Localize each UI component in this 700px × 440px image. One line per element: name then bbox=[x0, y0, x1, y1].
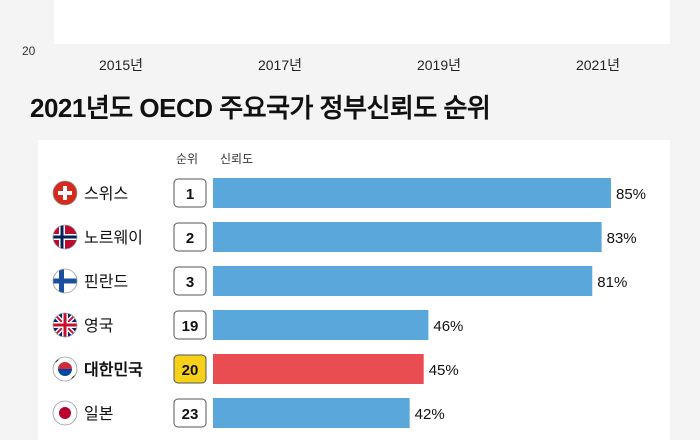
country-label: 스위스 bbox=[84, 185, 128, 203]
country-label: 노르웨이 bbox=[84, 229, 143, 247]
rank-box bbox=[173, 398, 207, 428]
bar bbox=[213, 266, 593, 296]
flag-outline bbox=[52, 356, 78, 382]
value-label: 42% bbox=[415, 406, 445, 423]
flag-icon bbox=[53, 313, 77, 337]
top-chart-x-tick-2019: 2019년 bbox=[416, 57, 462, 73]
rank-label: 20 bbox=[182, 362, 199, 379]
rank-box bbox=[173, 310, 207, 340]
bar bbox=[213, 222, 602, 252]
rank-box bbox=[173, 266, 207, 296]
rank-box bbox=[173, 222, 207, 252]
flag-outline bbox=[52, 268, 78, 294]
country-label: 일본 bbox=[84, 405, 113, 423]
flag-icon bbox=[53, 269, 77, 293]
top-chart-y-tick: 20 bbox=[22, 44, 36, 58]
rank-box bbox=[173, 178, 207, 208]
rank-label: 23 bbox=[182, 406, 199, 423]
value-label: 81% bbox=[597, 274, 627, 291]
country-label: 대한민국 bbox=[84, 360, 143, 379]
country-label: 영국 bbox=[84, 317, 113, 335]
flag-icon bbox=[53, 357, 77, 381]
flag-icon bbox=[53, 181, 77, 205]
top-chart-panel bbox=[54, 0, 670, 44]
flag-icon bbox=[53, 401, 77, 425]
trust-column-header: 신뢰도 bbox=[220, 152, 254, 166]
bar bbox=[213, 310, 429, 340]
rank-label: 1 bbox=[186, 186, 194, 203]
value-label: 85% bbox=[616, 186, 646, 203]
flag-icon bbox=[53, 225, 77, 249]
top-chart-x-tick-2017: 2017년 bbox=[257, 57, 303, 73]
value-label: 83% bbox=[607, 230, 637, 247]
rank-label: 2 bbox=[186, 230, 194, 247]
rank-label: 19 bbox=[182, 318, 199, 335]
rank-column-header: 순위 bbox=[176, 152, 199, 166]
rank-box bbox=[173, 354, 207, 384]
flag-outline bbox=[52, 312, 78, 338]
bar bbox=[213, 354, 424, 384]
flag-outline bbox=[52, 400, 78, 426]
country-label: 핀란드 bbox=[84, 273, 128, 291]
value-label: 46% bbox=[433, 318, 463, 335]
value-label: 45% bbox=[429, 362, 459, 379]
top-chart-x-tick-2015: 2015년 bbox=[98, 57, 144, 73]
chart-title: 2021년도 OECD 주요국가 정부신뢰도 순위 bbox=[30, 93, 491, 123]
bar bbox=[213, 398, 410, 428]
rank-label: 3 bbox=[186, 274, 194, 291]
flag-outline bbox=[52, 224, 78, 250]
bar bbox=[213, 178, 611, 208]
top-chart-x-tick-2021: 2021년 bbox=[575, 57, 621, 73]
flag-outline bbox=[52, 180, 78, 206]
